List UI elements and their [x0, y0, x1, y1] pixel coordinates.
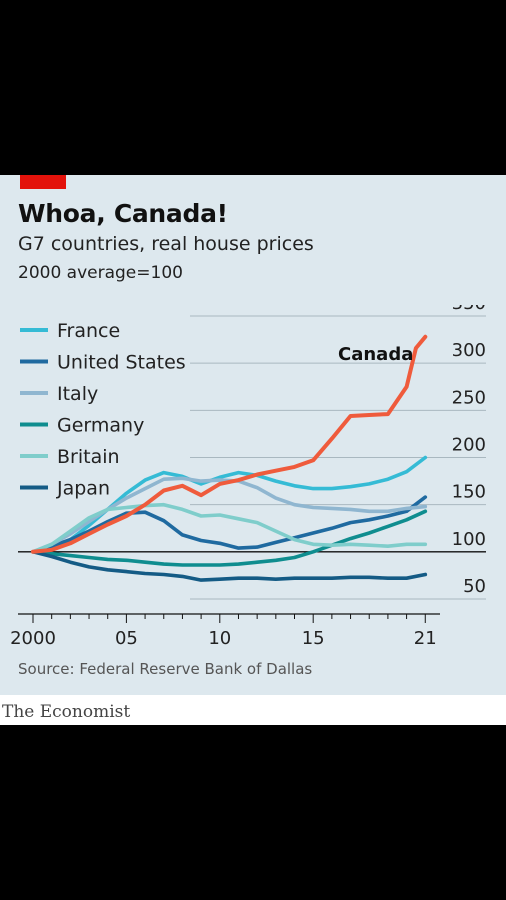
line-chart: 50 100 150 200 250 300 350 2000 05 10 15 21 France Un… [10, 305, 486, 649]
x-tick-label: 05 [115, 628, 138, 649]
x-tick-label: 15 [302, 628, 325, 649]
chart-card: Whoa, Canada! G7 countries, real house p… [0, 175, 506, 695]
series-line-germany [31, 509, 428, 567]
y-tick-label: 350 [452, 305, 486, 314]
chart-source: Source: Federal Reserve Bank of Dallas [18, 660, 313, 678]
brand-footer: The Economist [0, 695, 506, 725]
x-tick-label: 21 [414, 628, 437, 649]
y-tick-label: 50 [463, 576, 486, 597]
economist-brand: The Economist [2, 702, 131, 722]
series-line-canada [31, 334, 428, 554]
x-tick-label: 2000 [10, 628, 56, 649]
legend-label: United States [57, 352, 186, 374]
legend-label: Italy [57, 383, 98, 405]
y-tick-label: 300 [452, 340, 486, 361]
legend-label: Britain [57, 446, 120, 468]
chart-title: Whoa, Canada! [18, 199, 228, 228]
legend-label: Japan [56, 478, 110, 500]
legend-label: Germany [57, 415, 144, 437]
y-tick-label: 200 [452, 435, 486, 456]
brand-red-tag [20, 175, 66, 189]
y-tick-label: 100 [452, 529, 486, 550]
series-label-canada: Canada [338, 344, 413, 365]
x-tick-label: 10 [208, 628, 231, 649]
y-tick-label: 250 [452, 387, 486, 408]
legend-label: France [57, 320, 120, 342]
chart-units: 2000 average=100 [18, 263, 183, 283]
series-line-britain [31, 502, 428, 554]
series-line-united-states [31, 495, 428, 554]
series-line-japan [31, 550, 428, 582]
chart-subtitle: G7 countries, real house prices [18, 233, 314, 255]
y-tick-label: 150 [452, 482, 486, 503]
